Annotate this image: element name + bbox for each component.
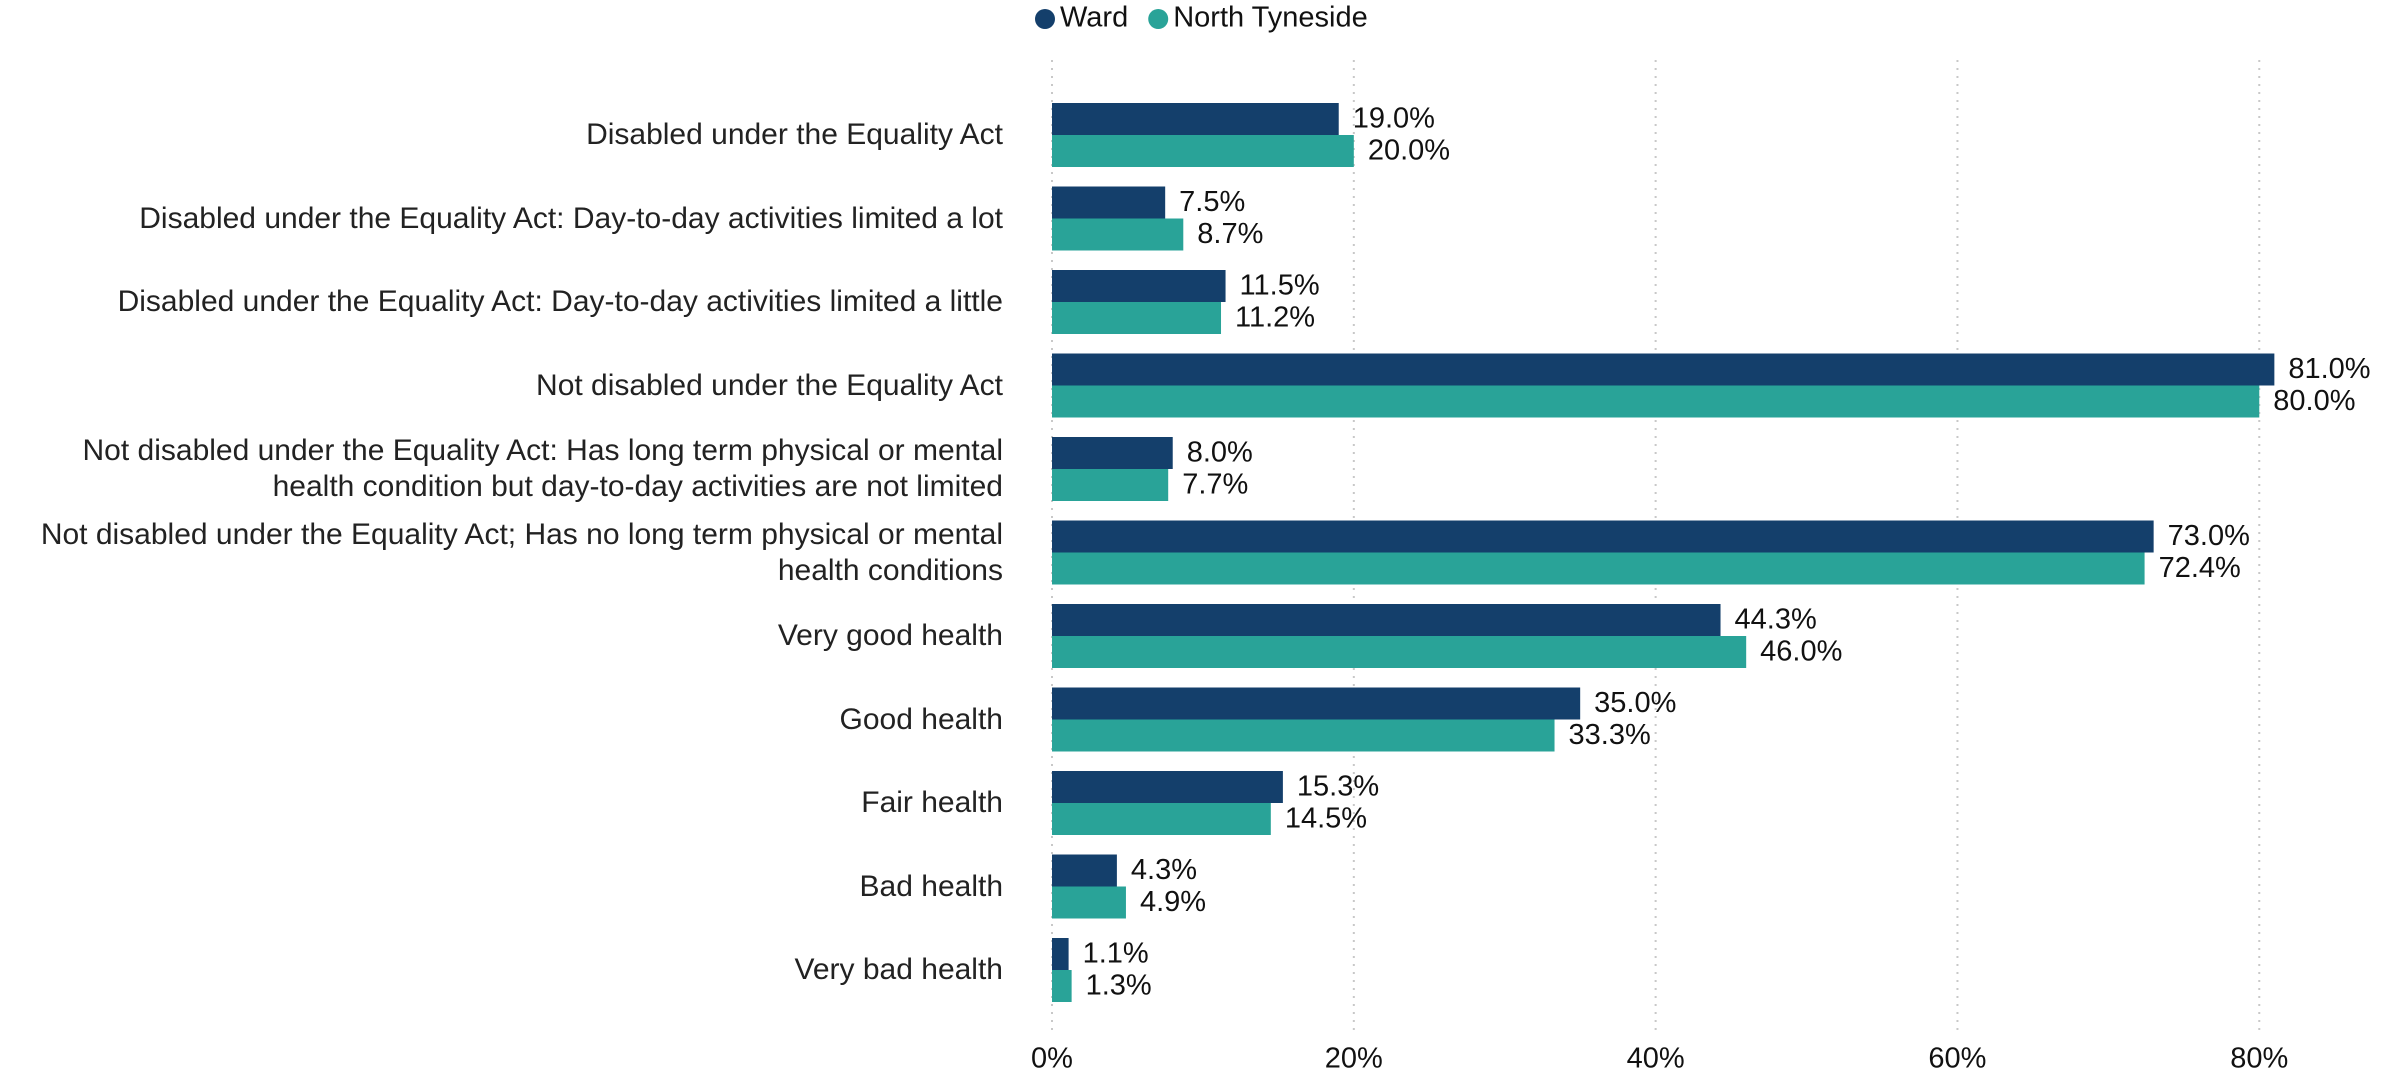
value-label: 7.7% (1182, 469, 1248, 501)
bar (1052, 469, 1169, 501)
bar (1052, 938, 1069, 970)
value-label: 1.3% (1086, 970, 1152, 1002)
bar (1052, 385, 2260, 418)
bar (1052, 886, 1126, 919)
category-label: Very good health (777, 619, 1003, 652)
bar (1052, 135, 1354, 167)
value-label: 20.0% (1368, 135, 1450, 167)
x-tick-label: 0% (1031, 1043, 1073, 1073)
x-tick-label: 20% (1325, 1043, 1383, 1073)
value-label: 33.3% (1569, 719, 1651, 751)
category-label: Disabled under the Equality Act (586, 118, 1003, 151)
bar (1052, 302, 1222, 334)
category-label: Disabled under the Equality Act: Day-to-… (117, 285, 1003, 318)
legend-label: North Tyneside (1173, 2, 1368, 34)
bar (1052, 771, 1283, 803)
bar (1052, 437, 1173, 469)
category-label: Disabled under the Equality Act: Day-to-… (139, 201, 1003, 235)
bar (1052, 218, 1184, 251)
legend-label: Ward (1060, 2, 1128, 34)
x-tick-label: 80% (2230, 1043, 2288, 1073)
category-label: Good health (839, 702, 1003, 736)
value-label: 44.3% (1735, 604, 1817, 636)
bar (1052, 270, 1226, 302)
x-tick-label: 40% (1627, 1043, 1685, 1073)
bar (1052, 803, 1271, 835)
bar (1052, 687, 1581, 720)
value-label: 14.5% (1285, 803, 1367, 835)
bar (1052, 353, 2275, 386)
category-label: Not disabled under the Equality Act (536, 368, 1003, 402)
bar (1052, 854, 1117, 887)
value-label: 15.3% (1297, 771, 1379, 803)
bar (1052, 103, 1339, 135)
value-label: 4.9% (1140, 886, 1206, 918)
value-label: 72.4% (2159, 552, 2241, 584)
bar (1052, 520, 2154, 553)
x-tick-label: 60% (1928, 1043, 1986, 1073)
value-label: 8.0% (1187, 437, 1253, 469)
value-label: 80.0% (2273, 385, 2355, 417)
value-label: 46.0% (1760, 636, 1842, 668)
bar (1052, 186, 1166, 219)
category-label: Bad health (859, 869, 1003, 903)
value-label: 11.5% (1240, 270, 1320, 302)
value-label: 73.0% (2168, 520, 2250, 552)
bar (1052, 636, 1747, 668)
value-label: 7.5% (1179, 186, 1245, 218)
value-label: 19.0% (1353, 103, 1435, 135)
category-label: Not disabled under the Equality Act: Has… (82, 434, 1003, 503)
category-label: Very bad health (794, 953, 1004, 986)
category-label: Not disabled under the Equality Act; Has… (40, 517, 1003, 587)
bar (1052, 604, 1721, 636)
legend-swatch (1035, 9, 1055, 29)
value-label: 4.3% (1131, 854, 1197, 886)
value-label: 1.1% (1083, 938, 1149, 970)
bar (1052, 552, 2145, 585)
category-label: Fair health (861, 786, 1003, 819)
bar (1052, 719, 1555, 752)
value-label: 11.2% (1235, 302, 1315, 334)
value-label: 8.7% (1197, 218, 1263, 250)
bar (1052, 970, 1072, 1002)
legend-swatch (1148, 9, 1169, 29)
value-label: 81.0% (2288, 353, 2370, 385)
value-label: 35.0% (1594, 687, 1676, 719)
